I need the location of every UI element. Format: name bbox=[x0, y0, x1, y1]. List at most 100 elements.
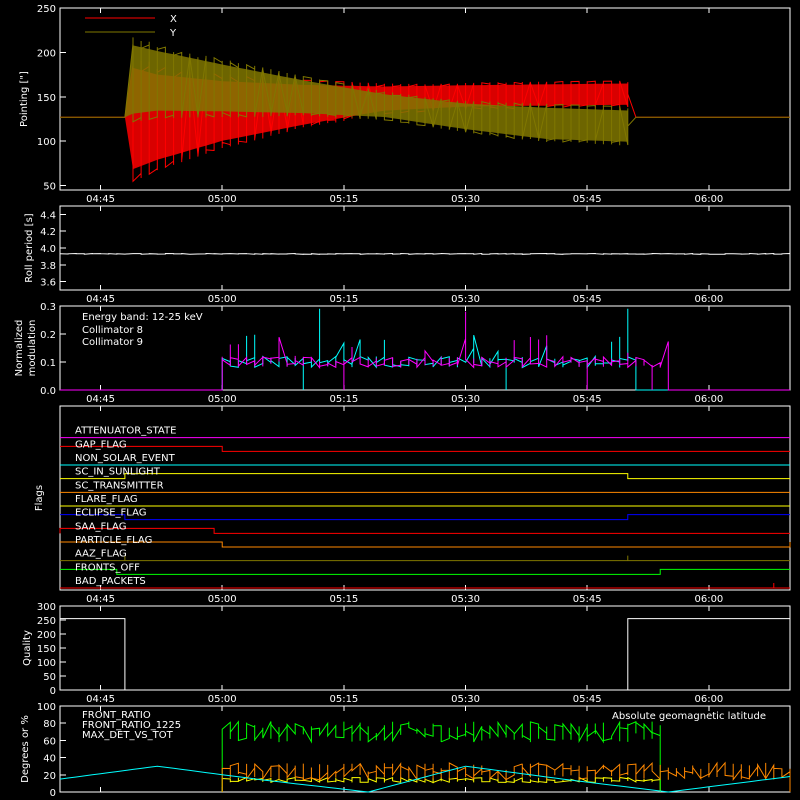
quality-y-tick-label: 300 bbox=[37, 602, 56, 613]
ratios-frame bbox=[59, 705, 791, 793]
roll-x-tick-label: 05:45 bbox=[573, 294, 602, 305]
energy-band-annotation: Energy band: 12-25 keV bbox=[82, 312, 203, 323]
flag-fronts-off-trace bbox=[60, 568, 790, 575]
flag-attenuator-state-label: ATTENUATOR_STATE bbox=[75, 426, 176, 437]
modulation-x-tick-label: 05:00 bbox=[208, 394, 237, 405]
series-collimator-9-line bbox=[60, 311, 790, 391]
roll-frame bbox=[59, 205, 791, 291]
roll-y-tick-label: 3.6 bbox=[40, 278, 56, 289]
modulation-frame bbox=[59, 305, 791, 391]
pointing-x-tick-label: 06:00 bbox=[694, 194, 723, 205]
modulation-x-tick-label: 05:45 bbox=[573, 394, 602, 405]
modulation-y-tick-label: 0.1 bbox=[40, 358, 56, 369]
flag-aaz-flag-label: AAZ_FLAG bbox=[75, 549, 127, 560]
pointing-y-tick-label: 50 bbox=[43, 182, 56, 193]
ratios-y-tick-label: 100 bbox=[37, 702, 56, 713]
flag-bad-packets-label: BAD_PACKETS bbox=[75, 576, 146, 587]
quality-y-tick-label: 200 bbox=[37, 630, 56, 641]
quality-y-tick-label: 0 bbox=[50, 686, 56, 697]
flag-fronts-off-label: FRONTS_OFF bbox=[75, 562, 140, 573]
flags-x-tick-label: 04:45 bbox=[86, 594, 115, 605]
roll-period-line bbox=[59, 252, 791, 255]
quality-x-tick-label: 05:15 bbox=[329, 694, 358, 705]
ratios-y-tick-label: 80 bbox=[43, 719, 56, 730]
roll-x-tick-label: 06:00 bbox=[694, 294, 723, 305]
pointing-x-tick-label: 05:15 bbox=[329, 194, 358, 205]
roll-x-tick-label: 05:00 bbox=[208, 294, 237, 305]
flag-eclipse-flag-trace bbox=[60, 514, 790, 521]
ratios-y-tick-label: 40 bbox=[43, 754, 56, 765]
ratios-y-tick-label: 20 bbox=[43, 771, 56, 782]
quality-line bbox=[60, 618, 790, 691]
pointing-y-tick-label: 150 bbox=[37, 93, 56, 104]
flag-saa-flag-trace bbox=[59, 527, 790, 534]
series-front-ratio-1225-line bbox=[221, 720, 661, 793]
pointing-x-tick-label: 05:45 bbox=[573, 194, 602, 205]
modulation-x-tick-label: 04:45 bbox=[86, 394, 115, 405]
quality-x-tick-label: 05:30 bbox=[451, 694, 480, 705]
ratios-y-tick-label: 0 bbox=[50, 788, 56, 799]
quality-x-tick-label: 06:00 bbox=[694, 694, 723, 705]
flag-eclipse-flag-label: ECLIPSE_FLAG bbox=[75, 508, 146, 519]
series-y-line bbox=[60, 37, 790, 146]
pointing-x-tick-label: 05:30 bbox=[451, 194, 480, 205]
flag-gap-flag-label: GAP_FLAG bbox=[75, 439, 127, 450]
series-front-ratio-line bbox=[221, 776, 661, 793]
modulation-x-tick-label: 05:15 bbox=[329, 394, 358, 405]
legend-x-label: X bbox=[170, 14, 177, 25]
modulation-y-tick-label: 0.0 bbox=[40, 386, 56, 397]
roll-y-tick-label: 4.2 bbox=[40, 227, 56, 238]
quality-y-tick-label: 50 bbox=[43, 672, 56, 683]
roll-y-tick-label: 3.8 bbox=[40, 261, 56, 272]
flags-frame bbox=[59, 405, 791, 591]
flags-x-tick-label: 05:30 bbox=[451, 594, 480, 605]
flag-bad-packets-trace bbox=[60, 583, 790, 589]
pointing-x-tick-label: 04:45 bbox=[86, 194, 115, 205]
flags-x-tick-label: 05:45 bbox=[573, 594, 602, 605]
quality-x-tick-label: 05:45 bbox=[573, 694, 602, 705]
series-absolute-geomagnetic-latitude-line bbox=[59, 765, 791, 793]
modulation-y-tick-label: 0.2 bbox=[40, 330, 56, 341]
pointing-x-tick-label: 05:00 bbox=[208, 194, 237, 205]
quality-x-tick-label: 04:45 bbox=[86, 694, 115, 705]
quality-x-tick-label: 05:00 bbox=[208, 694, 237, 705]
legend-collimator-9: Collimator 9 bbox=[82, 337, 143, 348]
flag-saa-flag-label: SAA_FLAG bbox=[75, 521, 126, 532]
flag-non-solar-event-label: NON_SOLAR_EVENT bbox=[75, 453, 176, 464]
flag-flare-flag-label: FLARE_FLAG bbox=[75, 494, 138, 505]
flag-aaz-flag-trace bbox=[60, 555, 790, 562]
flag-sc-transmitter-label: SC_TRANSMITTER bbox=[75, 480, 164, 491]
ratios-ylabel: Degrees or % bbox=[20, 715, 31, 783]
quality-y-tick-label: 150 bbox=[37, 644, 56, 655]
flag-particle-flag-label: PARTICLE_FLAG bbox=[75, 535, 152, 546]
legend-max-det-vs-tot: MAX_DET_VS_TOT bbox=[82, 730, 174, 741]
series-max-det-vs-tot-line bbox=[221, 761, 791, 793]
pointing-y-tick-label: 200 bbox=[37, 48, 56, 59]
modulation-x-tick-label: 06:00 bbox=[694, 394, 723, 405]
quality-y-tick-label: 250 bbox=[37, 616, 56, 627]
modulation-ylabel-line1: Normalized bbox=[14, 320, 25, 377]
pointing-ylabel: Pointing ["] bbox=[19, 71, 30, 127]
legend-front-ratio: FRONT_RATIO bbox=[82, 710, 151, 721]
roll-ylabel: Roll period [s] bbox=[24, 213, 35, 282]
modulation-y-tick-label: 0.3 bbox=[40, 302, 56, 313]
roll-y-tick-label: 4.4 bbox=[40, 210, 56, 221]
legend-y-label: Y bbox=[169, 28, 177, 39]
pointing-y-tick-label: 250 bbox=[37, 4, 56, 15]
legend-collimator-8: Collimator 8 bbox=[82, 325, 143, 336]
roll-y-tick-label: 4.0 bbox=[40, 244, 56, 255]
flag-sc-in-sunlight-trace bbox=[60, 473, 790, 480]
quality-ylabel: Quality bbox=[22, 630, 33, 666]
flags-x-tick-label: 05:00 bbox=[208, 594, 237, 605]
modulation-ylabel-line2: modulation bbox=[27, 320, 38, 377]
series-y-band bbox=[124, 45, 628, 142]
flag-particle-flag-trace bbox=[60, 541, 791, 548]
flags-x-tick-label: 06:00 bbox=[694, 594, 723, 605]
modulation-x-tick-label: 05:30 bbox=[451, 394, 480, 405]
flag-gap-flag-trace bbox=[60, 445, 790, 452]
roll-x-tick-label: 04:45 bbox=[86, 294, 115, 305]
roll-x-tick-label: 05:30 bbox=[451, 294, 480, 305]
roll-x-tick-label: 05:15 bbox=[329, 294, 358, 305]
